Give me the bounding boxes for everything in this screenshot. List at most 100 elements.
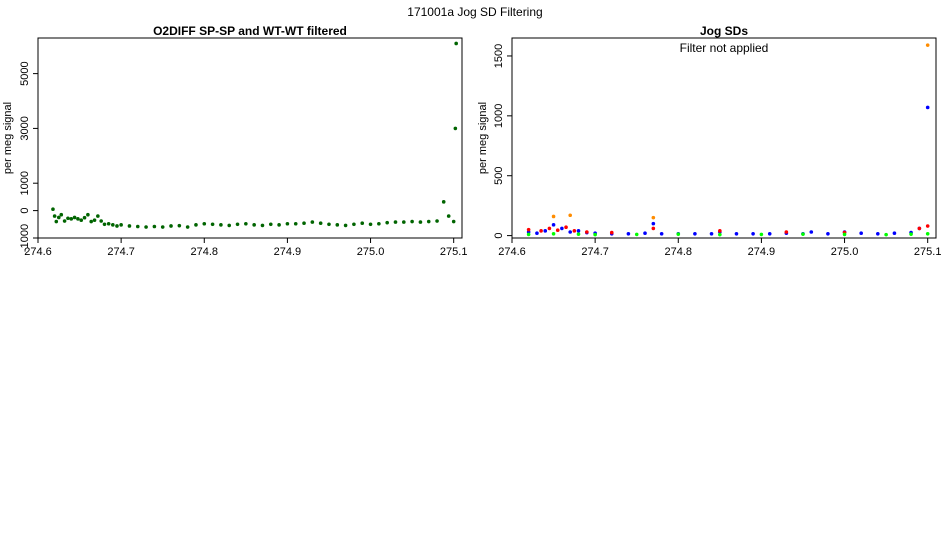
data-point-series-0 (285, 221, 290, 226)
data-point-series-1 (564, 225, 568, 230)
data-point-series-0 (219, 223, 223, 227)
data-point-series-0 (252, 223, 256, 227)
y-tick-label: 1000 (19, 171, 31, 195)
data-point-series-0 (277, 223, 281, 227)
data-point-series-0 (59, 212, 64, 217)
data-point-series-0 (185, 225, 190, 229)
x-tick-label: 274.6 (498, 246, 526, 258)
data-point-series-0 (244, 221, 248, 226)
x-tick-label: 275.1 (440, 246, 468, 258)
data-point-series-0 (651, 221, 656, 226)
data-point-series-2 (676, 232, 681, 236)
x-tick-label: 274.8 (191, 246, 219, 258)
y-axis-label-right: per meg signal (477, 102, 489, 174)
data-point-series-3 (568, 213, 572, 218)
y-axis-ticks-left: -1000 0 1000 3000 5000 (19, 61, 38, 252)
data-point-series-0 (318, 221, 323, 226)
data-point-series-0 (177, 223, 182, 228)
x-tick-label: 274.7 (581, 246, 609, 258)
plot-frame-left (37, 37, 463, 239)
x-tick-label: 274.9 (274, 246, 302, 258)
y-tick-label: 5000 (19, 61, 31, 85)
data-point-series-0 (235, 222, 240, 227)
data-point-series-0 (446, 214, 451, 218)
data-point-series-2 (593, 232, 597, 237)
data-point-series-2 (909, 232, 913, 236)
data-point-series-0 (543, 229, 548, 233)
data-point-series-1 (651, 226, 656, 231)
data-point-series-1 (547, 226, 552, 231)
data-point-series-0 (453, 126, 458, 131)
x-tick-label: 275.0 (357, 246, 385, 258)
data-point-series-1 (784, 230, 789, 234)
data-point-series-2 (842, 232, 847, 237)
data-point-series-1 (917, 226, 922, 231)
chart-panel-right: Jog SDs Filter not applied per meg signa… (477, 24, 941, 258)
data-point-series-0 (451, 219, 456, 224)
data-point-series-0 (643, 231, 647, 236)
data-point-series-0 (111, 223, 115, 227)
chart-title-left: O2DIFF SP-SP and WT-WT filtered (153, 24, 347, 38)
data-point-series-0 (260, 223, 265, 228)
data-point-series-0 (441, 200, 446, 204)
data-point-series-2 (526, 232, 531, 237)
data-point-series-0 (152, 224, 157, 229)
data-point-series-1 (718, 229, 722, 233)
data-point-series-2 (801, 232, 805, 236)
data-point-series-0 (767, 232, 772, 236)
data-point-series-0 (92, 218, 97, 222)
data-point-series-0 (127, 224, 132, 228)
y-tick-label: 1000 (493, 104, 505, 128)
data-point-series-0 (393, 220, 398, 224)
data-point-series-0 (385, 220, 389, 225)
data-point-series-1 (526, 227, 531, 232)
data-point-series-2 (576, 232, 581, 236)
data-point-series-2 (884, 232, 888, 237)
data-point-series-0 (576, 229, 581, 233)
data-point-series-0 (169, 224, 173, 228)
data-point-series-0 (551, 223, 556, 227)
data-point-series-0 (62, 219, 67, 223)
data-point-series-0 (194, 223, 198, 227)
data-point-series-0 (160, 225, 165, 229)
chart-annotation-right: Filter not applied (680, 41, 769, 55)
data-point-series-0 (293, 221, 298, 226)
x-tick-label: 274.6 (24, 246, 52, 258)
x-tick-label: 275.0 (831, 246, 859, 258)
data-point-series-0 (892, 231, 897, 236)
data-point-series-0 (352, 222, 356, 227)
data-point-series-0 (418, 220, 423, 224)
data-point-series-1 (925, 224, 930, 228)
data-point-series-2 (925, 232, 930, 236)
data-point-series-0 (202, 221, 207, 226)
data-point-series-0 (734, 232, 739, 236)
data-point-series-0 (568, 230, 572, 234)
data-point-series-0 (310, 220, 315, 224)
x-tick-label: 275.1 (914, 246, 942, 258)
data-point-series-0 (410, 219, 414, 224)
data-point-series-0 (51, 207, 55, 212)
data-point-series-0 (302, 221, 306, 226)
data-point-series-0 (693, 232, 697, 236)
figure-title: 171001a Jog SD Filtering (407, 5, 542, 19)
x-axis-ticks-left: 274.6 274.7 274.8 274.9 275.0 275.1 (24, 238, 467, 258)
y-axis-ticks-right: 0 500 1000 1500 (493, 44, 512, 239)
data-point-series-0 (560, 226, 564, 231)
x-tick-label: 274.8 (665, 246, 693, 258)
data-point-series-2 (634, 232, 639, 237)
data-points-left (51, 41, 458, 229)
data-point-series-0 (709, 232, 714, 236)
x-axis-ticks-right: 274.6 274.7 274.8 274.9 275.0 275.1 (498, 238, 941, 258)
data-point-series-0 (72, 215, 77, 220)
data-point-series-0 (99, 219, 103, 223)
data-point-series-0 (135, 224, 140, 229)
data-point-series-2 (551, 232, 556, 236)
data-point-series-0 (119, 223, 123, 227)
data-point-series-0 (76, 217, 80, 221)
data-point-series-0 (377, 221, 381, 226)
data-point-series-0 (86, 212, 90, 217)
data-points-right (526, 43, 930, 237)
data-point-series-0 (454, 41, 458, 46)
data-point-series-1 (539, 229, 543, 233)
